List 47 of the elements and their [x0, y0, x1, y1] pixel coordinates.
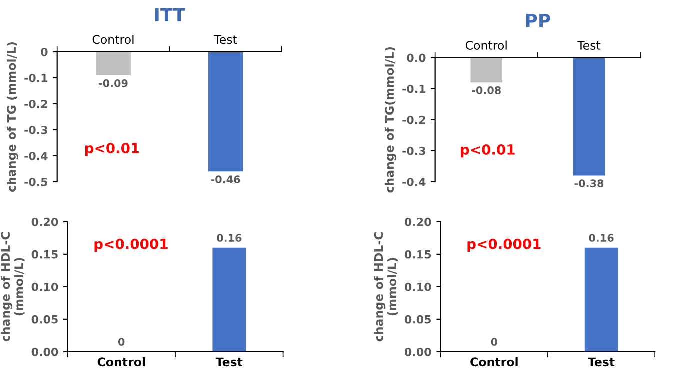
y-tick-label: 0: [41, 48, 48, 56]
y-axis-title: change of HDL-C (mmol/L): [374, 232, 398, 342]
y-tick-label: 0.00: [404, 348, 432, 356]
y-tick-label: 0.15: [404, 250, 432, 259]
data-label: 0: [118, 338, 125, 346]
data-label: -0.09: [99, 79, 128, 88]
y-tick-label: 0.10: [404, 282, 432, 292]
y-tick-label: -0.1: [24, 74, 48, 82]
x-tick-label: Test: [578, 41, 601, 50]
x-tick-label: Test: [214, 35, 238, 44]
y-tick-label: -0.3: [24, 126, 48, 134]
annotation: p<0.0001: [468, 238, 541, 252]
y-tick-label: -0.2: [24, 100, 48, 108]
y-tick-label: 0.05: [404, 315, 432, 324]
x-tick-label: Test: [588, 358, 615, 367]
annotation: p<0.0001: [94, 238, 168, 252]
y-tick-label: 0.10: [32, 282, 58, 292]
data-label: -0.46: [211, 176, 240, 184]
y-tick-label: -0.4: [402, 178, 426, 186]
x-tick-label: Control: [466, 40, 507, 50]
y-tick-label: 0.20: [32, 218, 58, 226]
y-tick-label: 0.05: [32, 315, 58, 324]
y-tick-label: -0.3: [402, 146, 426, 156]
data-label: -0.38: [574, 180, 604, 188]
annotation: p<0.01: [461, 144, 515, 158]
y-tick-label: 0.00: [32, 348, 58, 356]
y-tick-label: 0.0: [407, 54, 426, 62]
data-label: 0.16: [589, 234, 614, 242]
chart-title: PP: [526, 14, 550, 28]
chart-title: ITT: [155, 8, 186, 22]
y-tick-label: 0.20: [404, 218, 432, 226]
data-label: 0: [491, 338, 498, 346]
data-label: -0.08: [472, 86, 502, 94]
y-axis-title: change of TG (mmol/L): [6, 42, 18, 192]
y-tick-label: -0.2: [402, 116, 426, 124]
x-tick-label: Control: [98, 357, 146, 367]
x-tick-label: Control: [92, 35, 134, 44]
y-axis-title: change of TG(mmol/L): [384, 47, 396, 193]
y-tick-label: -0.4: [24, 152, 48, 160]
annotation: p<0.01: [85, 143, 140, 156]
x-tick-label: Test: [216, 358, 243, 367]
y-tick-label: -0.1: [402, 84, 426, 94]
y-tick-label: -0.5: [24, 178, 48, 186]
y-axis-title: change of HDL-C (mmol/L): [0, 232, 25, 342]
x-tick-label: Control: [470, 357, 518, 367]
data-label: 0.16: [217, 234, 242, 242]
y-tick-label: 0.15: [32, 250, 58, 259]
